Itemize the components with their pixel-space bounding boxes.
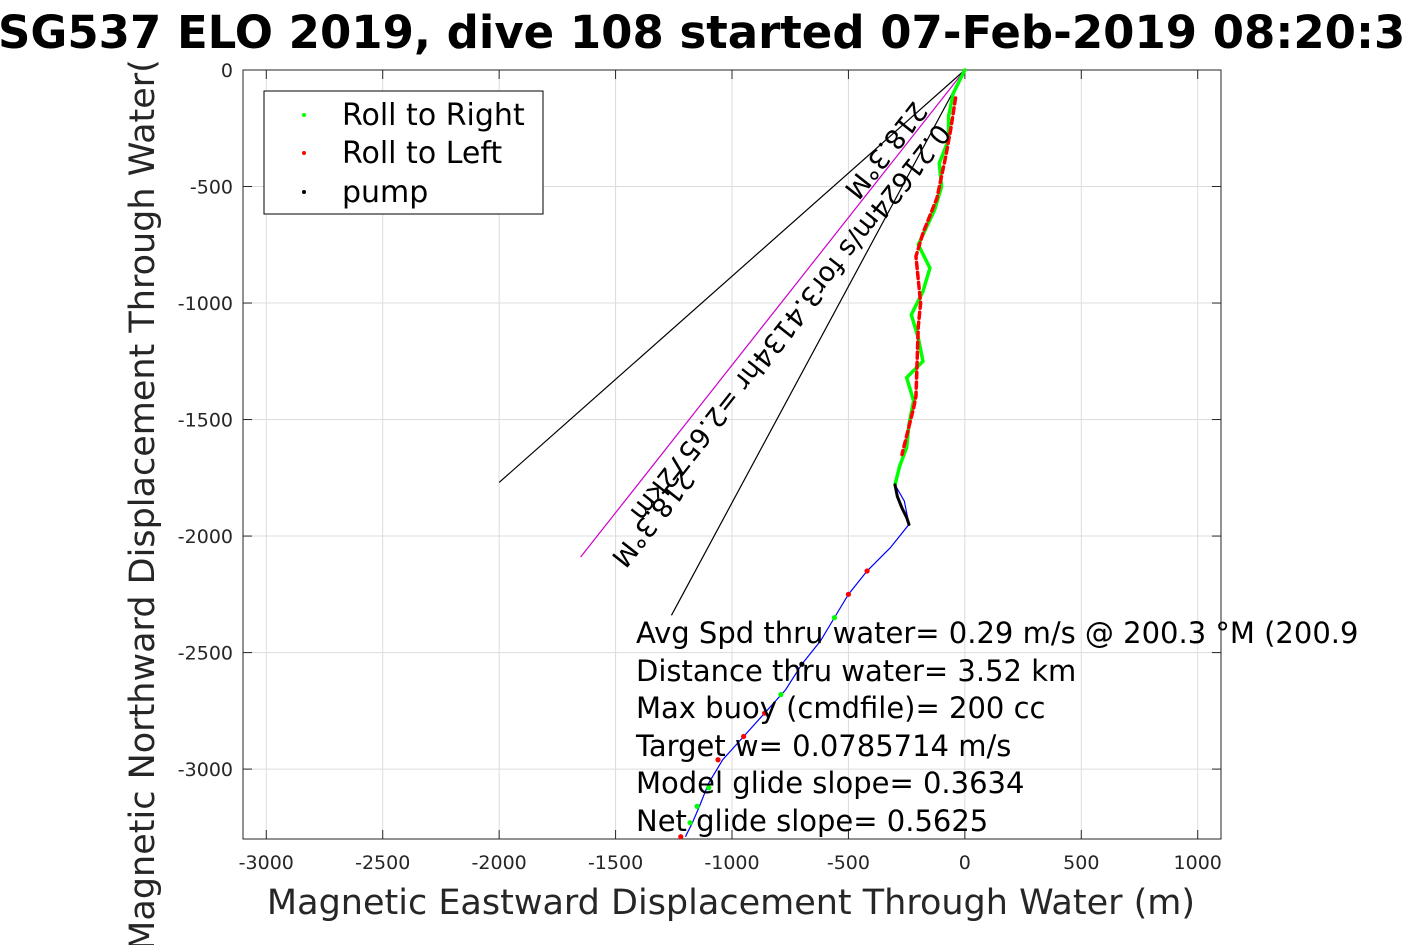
annotation-target-w: Target w= 0.0785714 m/s	[635, 729, 1011, 763]
y-tick-label: -1500	[178, 410, 233, 432]
y-tick-label: -1000	[178, 293, 233, 315]
annotation-net-glide: Net glide slope= 0.5625	[636, 804, 988, 838]
y-tick-label: -500	[190, 177, 233, 199]
track-marker-roll-left	[762, 710, 768, 716]
x-tick-label: -1000	[704, 852, 759, 874]
track-segment-pump	[893, 483, 911, 526]
legend-marker-pump	[302, 190, 306, 194]
track-marker-roll-right	[687, 820, 693, 826]
heading-guide-line	[580, 69, 966, 558]
x-axis-label: Magnetic Eastward Displacement Through W…	[267, 883, 1195, 923]
y-tick-label: 0	[221, 60, 233, 82]
track-marker-roll-left	[678, 834, 684, 840]
annotation-distance: Distance thru water= 3.52 km	[636, 654, 1076, 688]
legend-label-pump: pump	[342, 175, 428, 210]
x-tick-label: -500	[827, 852, 870, 874]
x-tick-label: 1000	[1174, 852, 1222, 874]
legend-marker-roll-right	[302, 113, 306, 117]
x-tick-label: -2500	[355, 852, 410, 874]
legend-label-roll-left: Roll to Left	[342, 136, 502, 171]
x-tick-label: 0	[959, 852, 971, 874]
annotation-max-buoy: Max buoy (cmdfile)= 200 cc	[636, 691, 1045, 725]
y-tick-label: -2500	[178, 643, 233, 665]
track-marker-roll-left	[864, 568, 870, 574]
plot-area: -3000 -2500 -2000 -1500 -1000 -500 0 500 1000 0 -5…	[178, 60, 1222, 874]
legend-marker-roll-left	[302, 151, 306, 155]
track-marker-roll-right	[694, 803, 700, 809]
x-tick-label: -2000	[472, 852, 527, 874]
x-tick-label: -1500	[588, 852, 643, 874]
legend: Roll to Right Roll to Left pump	[263, 90, 544, 215]
heading-guide-line	[670, 69, 966, 616]
y-tick-label: -2000	[178, 526, 233, 548]
x-tick-label: -3000	[239, 852, 294, 874]
stats-annotation: Avg Spd thru water= 0.29 m/s @ 200.3 °M …	[635, 616, 1358, 838]
track-marker-roll-left	[715, 757, 721, 763]
track-marker-pump	[799, 661, 805, 667]
track-marker-roll-left	[845, 591, 852, 597]
heading-guide-line	[498, 69, 966, 483]
track-marker-roll-right	[831, 615, 838, 621]
track-marker-roll-right	[706, 785, 712, 791]
annotation-model-glide: Model glide slope= 0.3634	[636, 766, 1024, 800]
track-segment-roll-left	[900, 96, 958, 457]
y-axis-label: Magnetic Northward Displacement Through …	[123, 59, 163, 945]
x-tick-label: 500	[1063, 852, 1099, 874]
track-marker-roll-left	[741, 733, 747, 740]
chart-title: SG537 ELO 2019, dive 108 started 07-Feb-…	[0, 6, 1405, 59]
annotation-avg-speed: Avg Spd thru water= 0.29 m/s @ 200.3 °M …	[636, 616, 1358, 650]
y-tick-label: -3000	[178, 759, 233, 781]
track-marker-roll-right	[778, 691, 784, 698]
legend-label-roll-right: Roll to Right	[342, 98, 525, 133]
